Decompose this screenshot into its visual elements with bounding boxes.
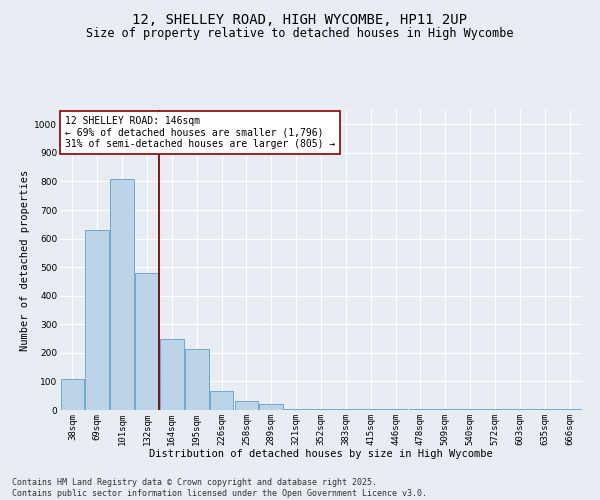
Bar	[409, 408, 432, 410]
Bar	[384, 408, 407, 410]
Text: 12, SHELLEY ROAD, HIGH WYCOMBE, HP11 2UP: 12, SHELLEY ROAD, HIGH WYCOMBE, HP11 2UP	[133, 12, 467, 26]
Bar	[458, 408, 482, 410]
Text: Size of property relative to detached houses in High Wycombe: Size of property relative to detached ho…	[86, 28, 514, 40]
Bar	[110, 178, 134, 410]
Bar	[185, 348, 209, 410]
Bar	[533, 408, 557, 410]
Bar	[160, 338, 184, 410]
Bar	[259, 404, 283, 410]
Bar	[359, 408, 383, 410]
Text: 12 SHELLEY ROAD: 146sqm
← 69% of detached houses are smaller (1,796)
31% of semi: 12 SHELLEY ROAD: 146sqm ← 69% of detache…	[65, 116, 335, 149]
Bar	[235, 402, 258, 410]
Bar	[508, 408, 532, 410]
Bar	[433, 408, 457, 410]
Bar	[558, 408, 581, 410]
Bar	[334, 408, 358, 410]
Bar	[483, 408, 507, 410]
Bar	[135, 273, 159, 410]
Bar	[85, 230, 109, 410]
Y-axis label: Number of detached properties: Number of detached properties	[20, 170, 30, 350]
Bar	[284, 408, 308, 410]
Bar	[61, 378, 84, 410]
Bar	[309, 408, 333, 410]
X-axis label: Distribution of detached houses by size in High Wycombe: Distribution of detached houses by size …	[149, 449, 493, 459]
Bar	[210, 392, 233, 410]
Text: Contains HM Land Registry data © Crown copyright and database right 2025.
Contai: Contains HM Land Registry data © Crown c…	[12, 478, 427, 498]
